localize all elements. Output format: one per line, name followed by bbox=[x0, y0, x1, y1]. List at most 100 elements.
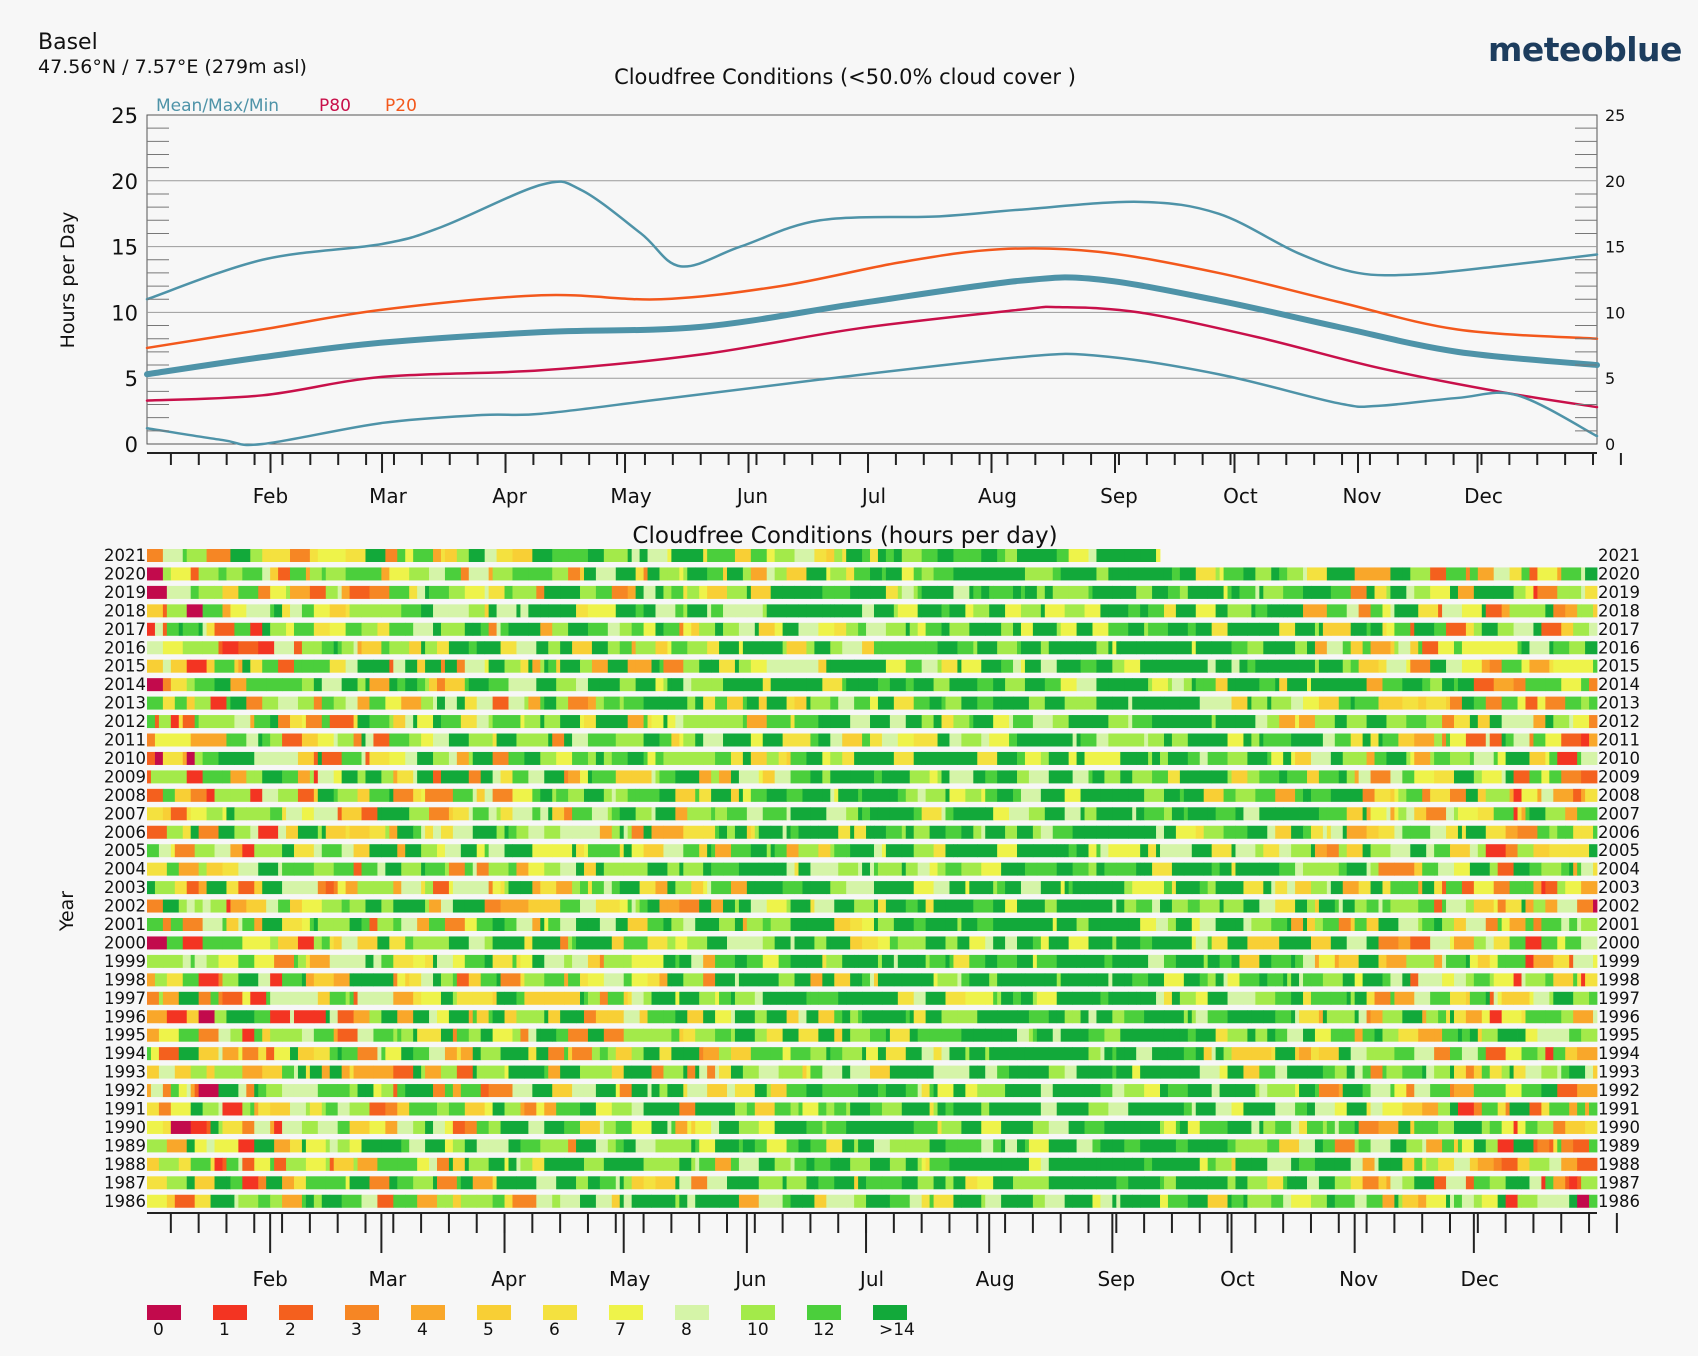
heatmap-cell bbox=[1446, 825, 1459, 839]
heatmap-cell bbox=[1553, 991, 1574, 1005]
heatmap-cell bbox=[1370, 604, 1383, 618]
year-label-2021: 2021 bbox=[104, 546, 146, 565]
heatmap-cell bbox=[679, 862, 684, 876]
heatmap-cell bbox=[1561, 918, 1570, 931]
heatmap-cell bbox=[560, 1065, 581, 1079]
heatmap-cell bbox=[242, 1120, 255, 1134]
heatmap-cell bbox=[750, 1047, 772, 1061]
heatmap-cell bbox=[1533, 899, 1538, 913]
heatmap-cell bbox=[444, 1194, 454, 1208]
heatmap-cell bbox=[723, 715, 744, 729]
heatmap-cell bbox=[794, 1120, 807, 1134]
heatmap-cell bbox=[238, 954, 255, 968]
heatmap-cell bbox=[897, 641, 911, 655]
heatmap-cell bbox=[1096, 567, 1109, 581]
heatmap-cell bbox=[528, 899, 541, 913]
heatmap-cell bbox=[174, 1194, 196, 1208]
heatmap-cell bbox=[1243, 1194, 1248, 1208]
heatmap-cell bbox=[544, 1065, 549, 1079]
heatmap-cell bbox=[258, 1194, 271, 1208]
heatmap-cell bbox=[1207, 991, 1228, 1005]
heatmap-cell bbox=[1406, 1084, 1415, 1098]
heatmap-cell bbox=[786, 862, 795, 876]
heatmap-cell bbox=[603, 1120, 617, 1134]
heatmap-cell bbox=[619, 678, 637, 692]
heatmap-cell bbox=[317, 881, 327, 895]
heatmap-cell bbox=[1525, 954, 1534, 968]
heatmap-cell bbox=[226, 567, 243, 581]
heatmap-cell bbox=[1092, 1084, 1101, 1098]
heatmap-cell bbox=[1140, 807, 1145, 821]
heatmap-cell bbox=[1144, 751, 1149, 765]
heatmap-cell bbox=[1378, 954, 1387, 968]
heatmap-cell bbox=[1291, 733, 1304, 747]
heatmap-cell bbox=[353, 973, 362, 987]
heatmap-cell bbox=[417, 585, 426, 599]
year-label-right-2015: 2015 bbox=[1598, 657, 1640, 676]
heatmap-cell bbox=[758, 696, 768, 710]
heatmap-cell bbox=[814, 715, 819, 729]
heatmap-cell bbox=[687, 1194, 696, 1208]
heatmap-cell bbox=[158, 1047, 180, 1061]
heatmap-cell bbox=[301, 659, 315, 673]
heatmap-cell bbox=[1434, 622, 1447, 636]
heatmap-cell bbox=[953, 1102, 970, 1116]
heatmap-cell bbox=[826, 954, 839, 968]
heatmap-cell bbox=[1064, 807, 1081, 821]
heatmap-cell bbox=[603, 696, 609, 710]
heatmap-cell bbox=[270, 622, 287, 636]
heatmap-cell bbox=[202, 899, 211, 913]
heatmap-cell bbox=[1291, 1010, 1296, 1024]
heatmap-cell bbox=[198, 567, 219, 581]
heatmap-cell bbox=[297, 936, 315, 950]
heatmap-cell bbox=[1318, 807, 1328, 821]
heatmap-cell bbox=[1167, 678, 1173, 692]
heatmap-cell bbox=[1398, 604, 1419, 618]
heatmap-cell bbox=[1362, 1157, 1375, 1171]
heatmap-cell bbox=[1243, 899, 1260, 913]
heatmap-cell bbox=[361, 622, 378, 636]
heatmap-cell bbox=[786, 844, 799, 858]
heatmap-cell bbox=[1052, 936, 1058, 950]
heatmap-cell bbox=[429, 918, 434, 931]
heatmap-cell bbox=[500, 622, 509, 636]
heatmap-cell bbox=[1322, 1065, 1336, 1079]
heatmap-cell bbox=[1048, 1120, 1070, 1134]
heatmap-cell bbox=[504, 1102, 521, 1116]
heatmap-cell bbox=[730, 1157, 740, 1171]
heatmap-cell bbox=[826, 807, 847, 821]
heatmap-cell bbox=[1378, 899, 1383, 913]
heatmap-cell bbox=[762, 678, 772, 692]
heatmap-cell bbox=[595, 1065, 613, 1079]
heatmap-cell bbox=[301, 1139, 307, 1153]
heatmap-cell bbox=[484, 788, 494, 802]
line-x-month-label: Dec bbox=[1464, 484, 1503, 508]
heatmap-cell bbox=[147, 549, 164, 562]
heatmap-cell bbox=[647, 751, 656, 765]
heatmap-cell bbox=[985, 1047, 990, 1061]
heatmap-cell bbox=[643, 567, 648, 581]
heatmap-cell bbox=[1314, 899, 1320, 913]
meteoblue-logo[interactable]: meteoblue bbox=[1488, 30, 1682, 69]
heatmap-cell bbox=[147, 1176, 168, 1190]
heatmap-cell bbox=[699, 659, 712, 673]
heatmap-cell bbox=[1469, 715, 1479, 729]
heatmap-cell bbox=[1005, 678, 1026, 692]
heatmap-cell bbox=[683, 733, 696, 747]
heatmap-cell bbox=[1358, 678, 1367, 692]
heatmap-cell bbox=[282, 844, 295, 858]
heatmap-cell bbox=[297, 770, 311, 784]
heatmap-cell bbox=[504, 585, 513, 599]
heatmap-cell bbox=[1259, 1120, 1264, 1134]
heatmap-cell bbox=[1136, 899, 1153, 913]
heatmap-cell bbox=[583, 1157, 605, 1171]
heatmap-cell bbox=[707, 1176, 728, 1190]
heatmap-cell bbox=[520, 1139, 541, 1153]
heatmap-cell bbox=[325, 1102, 339, 1116]
heatmap-cell bbox=[889, 1065, 899, 1079]
heatmap-cell bbox=[270, 807, 283, 821]
heatmap-cell bbox=[1314, 918, 1324, 931]
heatmap-cell bbox=[695, 918, 712, 931]
heatmap-cell bbox=[1418, 899, 1435, 913]
heatmap-cell bbox=[842, 604, 863, 618]
